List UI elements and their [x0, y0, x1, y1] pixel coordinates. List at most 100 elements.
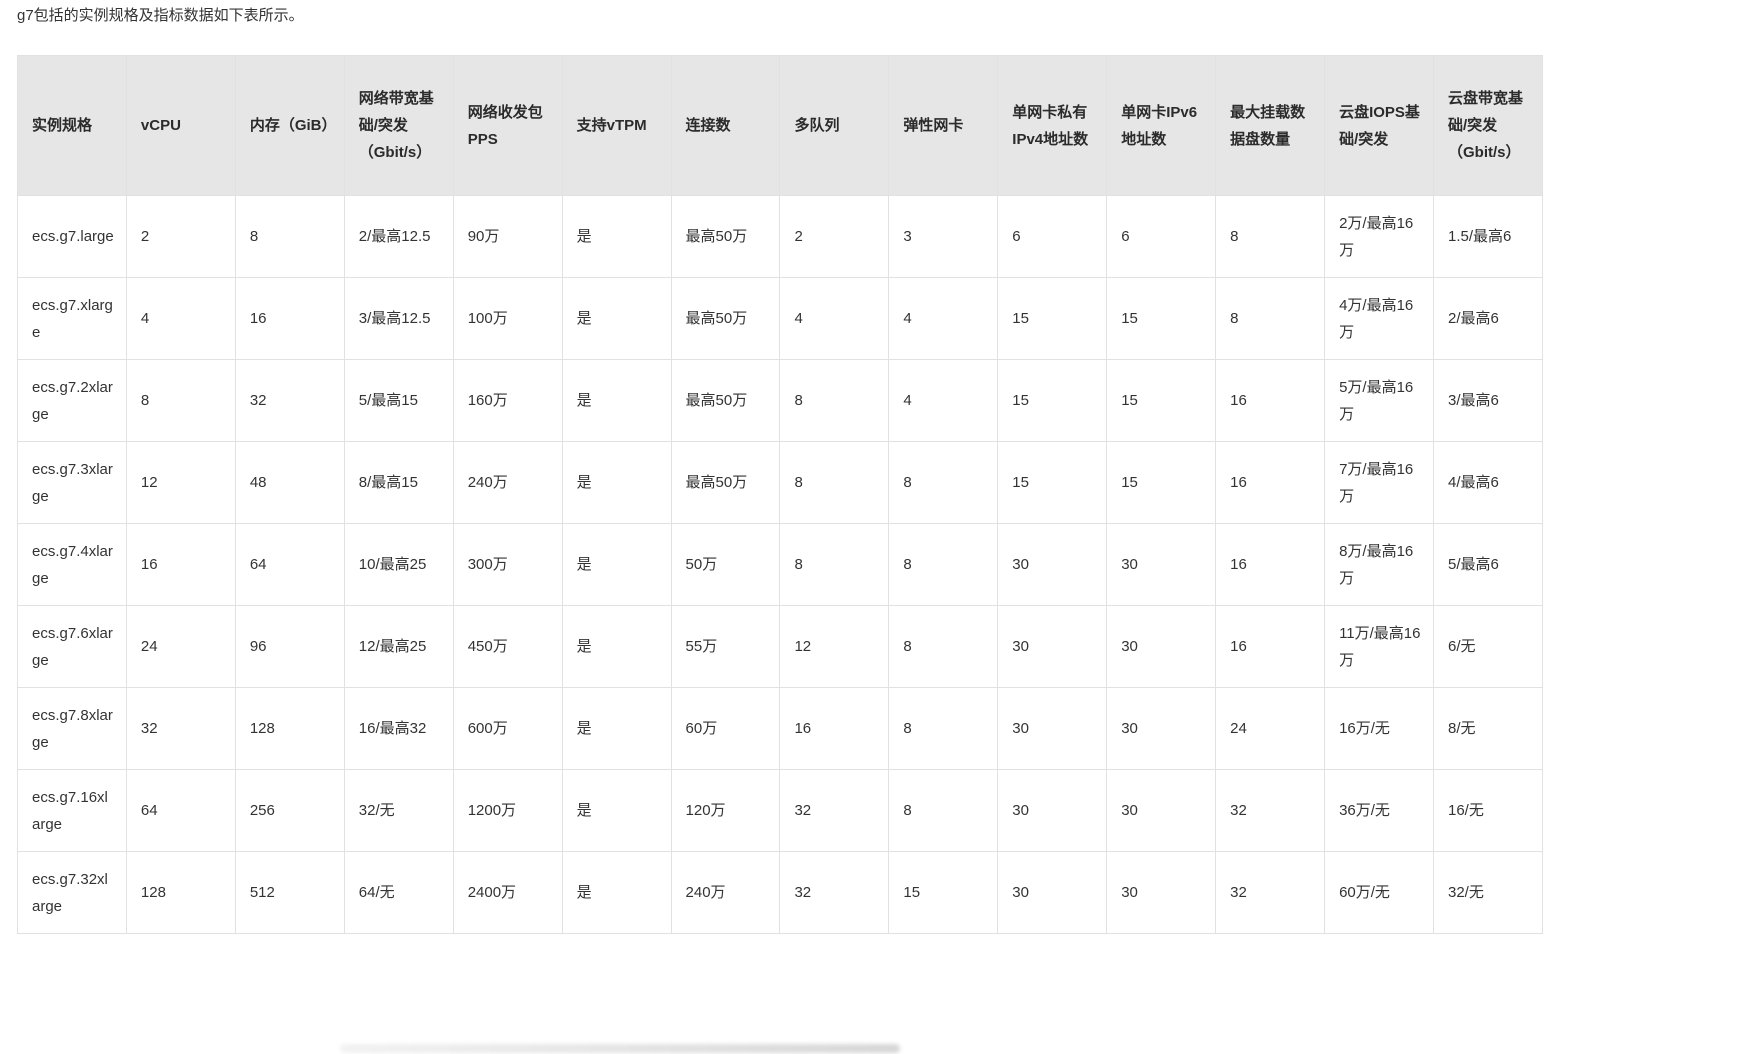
table-cell: 2/最高12.5: [343, 195, 454, 278]
table-cell: 8/无: [1432, 687, 1544, 770]
column-header: 支持vTPM: [561, 55, 672, 196]
column-header: 网络带宽基础/突发（Gbit/s）: [343, 55, 454, 196]
table-cell: 16/无: [1432, 769, 1544, 852]
table-cell: 24: [1215, 687, 1326, 770]
table-cell: 30: [997, 687, 1108, 770]
table-cell: 3: [888, 195, 999, 278]
table-row: ecs.g7.32xlarge 128 512 64/无 2400万是 240万 32 15 3…: [17, 851, 1544, 934]
table-row: ecs.g7.6xlarge 24 96 12/最高25 450万是 55万 12 8 30 30…: [17, 605, 1544, 688]
table-cell: 8: [1215, 277, 1326, 360]
table-cell: 24: [125, 605, 236, 688]
instance-spec-table: 实例规格 vCPU 内存（GiB） 网络带宽基础/突发（Gbit/s） 网络收发包PPS…: [17, 55, 1544, 934]
table-cell: 12: [125, 441, 236, 524]
table-cell: 8: [125, 359, 236, 442]
column-header: 云盘IOPS基础/突发: [1324, 55, 1434, 196]
table-cell: 8: [888, 687, 999, 770]
table-cell: 450万: [452, 605, 563, 688]
table-cell: 60万: [670, 687, 781, 770]
table-row: ecs.g7.3xlarge 12 48 8/最高15 240万是最高50万 8 8 15 15…: [17, 441, 1544, 524]
column-header: 云盘带宽基础/突发（Gbit/s）: [1432, 55, 1544, 196]
table-cell: 55万: [670, 605, 781, 688]
table-cell: 15: [888, 851, 999, 934]
table-cell: 16: [1215, 441, 1326, 524]
table-cell: 8: [234, 195, 345, 278]
table-cell: 是: [561, 523, 672, 606]
table-cell: 96: [234, 605, 345, 688]
table-cell: 8/最高15: [343, 441, 454, 524]
table-cell: 30: [1106, 769, 1217, 852]
table-cell: 5万/最高16万: [1324, 359, 1434, 442]
table-cell: 最高50万: [670, 277, 781, 360]
table-cell: 7万/最高16万: [1324, 441, 1434, 524]
table-cell: 32/无: [1432, 851, 1544, 934]
table-cell: 8: [888, 441, 999, 524]
table-cell: 30: [997, 605, 1108, 688]
table-cell: 16: [234, 277, 345, 360]
table-cell: 32: [779, 769, 890, 852]
table-cell: 32: [1215, 851, 1326, 934]
table-cell: 是: [561, 769, 672, 852]
table-cell: 是: [561, 851, 672, 934]
table-cell: 是: [561, 605, 672, 688]
table-cell: 15: [997, 277, 1108, 360]
table-cell: 1200万: [452, 769, 563, 852]
table-cell: 4: [888, 277, 999, 360]
column-header: 连接数: [670, 55, 781, 196]
table-cell: 15: [1106, 441, 1217, 524]
column-header: 弹性网卡: [888, 55, 999, 196]
table-cell: 4/最高6: [1432, 441, 1544, 524]
table-cell: 8: [779, 523, 890, 606]
table-row: ecs.g7.2xlarge 8 32 5/最高15 160万是最高50万 8 4 15 15 1…: [17, 359, 1544, 442]
table-cell: 是: [561, 441, 672, 524]
horizontal-scrollbar-thumb[interactable]: [340, 1044, 900, 1053]
table-cell: 是: [561, 277, 672, 360]
instance-spec-cell: ecs.g7.16xlarge: [17, 769, 127, 852]
table-cell: 2万/最高16万: [1324, 195, 1434, 278]
table-cell: 2400万: [452, 851, 563, 934]
table-cell: 32: [779, 851, 890, 934]
table-cell: 100万: [452, 277, 563, 360]
table-cell: 6: [997, 195, 1108, 278]
table-cell: 4: [888, 359, 999, 442]
table-cell: 256: [234, 769, 345, 852]
table-cell: 128: [125, 851, 236, 934]
table-row: ecs.g7.4xlarge 16 64 10/最高25 300万是 50万 8 8 30 30 1…: [17, 523, 1544, 606]
table-cell: 32: [234, 359, 345, 442]
table-cell: 8: [1215, 195, 1326, 278]
table-cell: 16万/无: [1324, 687, 1434, 770]
table-cell: 30: [1106, 851, 1217, 934]
table-cell: 8: [888, 769, 999, 852]
instance-spec-cell: ecs.g7.4xlarge: [17, 523, 127, 606]
table-cell: 120万: [670, 769, 781, 852]
table-cell: 10/最高25: [343, 523, 454, 606]
table-cell: 8: [779, 359, 890, 442]
table-cell: 240万: [670, 851, 781, 934]
table-cell: 64: [125, 769, 236, 852]
table-cell: 12/最高25: [343, 605, 454, 688]
table-header: 实例规格 vCPU 内存（GiB） 网络带宽基础/突发（Gbit/s） 网络收发包PPS…: [17, 55, 1544, 196]
table-cell: 1.5/最高6: [1432, 195, 1544, 278]
table-cell: 2: [125, 195, 236, 278]
instance-spec-cell: ecs.g7.2xlarge: [17, 359, 127, 442]
table-cell: 30: [997, 851, 1108, 934]
table-cell: 12: [779, 605, 890, 688]
column-header: 单网卡私有IPv4地址数: [997, 55, 1108, 196]
table-cell: 30: [997, 769, 1108, 852]
table-cell: 4万/最高16万: [1324, 277, 1434, 360]
table-cell: 最高50万: [670, 441, 781, 524]
table-cell: 是: [561, 195, 672, 278]
table-cell: 300万: [452, 523, 563, 606]
table-cell: 2/最高6: [1432, 277, 1544, 360]
column-header: 网络收发包PPS: [452, 55, 563, 196]
table-cell: 128: [234, 687, 345, 770]
instance-spec-cell: ecs.g7.8xlarge: [17, 687, 127, 770]
table-cell: 90万: [452, 195, 563, 278]
table-cell: 最高50万: [670, 359, 781, 442]
table-cell: 5/最高6: [1432, 523, 1544, 606]
table-cell: 4: [125, 277, 236, 360]
column-header: 内存（GiB）: [234, 55, 345, 196]
table-cell: 32/无: [343, 769, 454, 852]
table-cell: 11万/最高16万: [1324, 605, 1434, 688]
table-cell: 2: [779, 195, 890, 278]
column-header: vCPU: [125, 55, 236, 196]
